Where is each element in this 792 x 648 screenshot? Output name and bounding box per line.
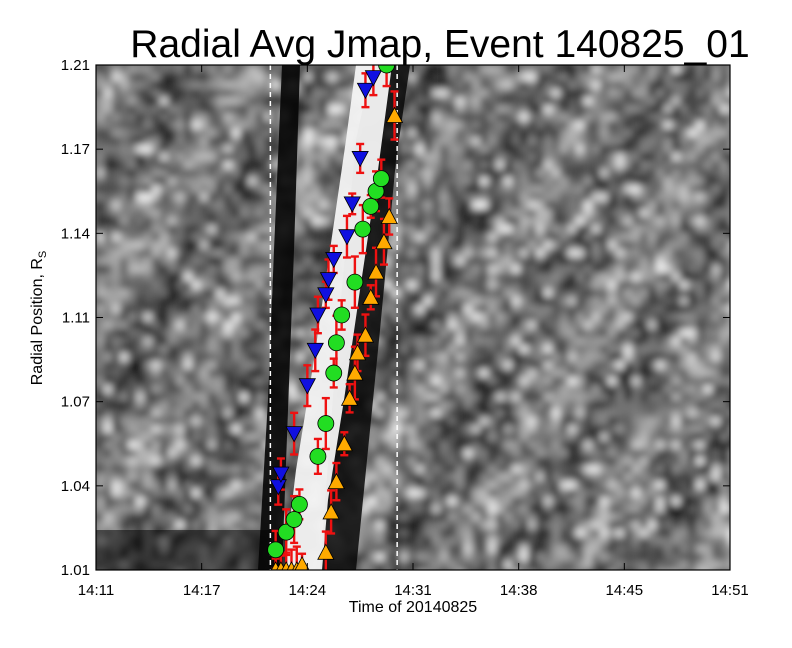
data-point-circle bbox=[291, 495, 308, 513]
data-point-circle bbox=[325, 364, 343, 382]
y-tick-label: 1.17 bbox=[61, 141, 90, 158]
y-tick-label: 1.21 bbox=[61, 57, 90, 74]
axis-ticks bbox=[95, 64, 731, 571]
data-point-triangle-down bbox=[351, 151, 369, 168]
data-point-circle bbox=[317, 415, 335, 432]
y-tick-label: 1.07 bbox=[61, 394, 90, 411]
y-tick-label: 1.04 bbox=[61, 478, 90, 495]
data-point-triangle-up bbox=[294, 556, 310, 570]
data-point-triangle-down bbox=[338, 229, 356, 246]
data-point-triangle-down bbox=[325, 252, 343, 269]
data-point-triangle-up bbox=[385, 106, 404, 123]
data-point-triangle-up bbox=[327, 472, 346, 490]
data-point-triangle-up bbox=[380, 207, 398, 224]
data-point-triangle-up bbox=[356, 326, 375, 343]
x-tick-label: 14:38 bbox=[500, 582, 538, 599]
dark-band bbox=[96, 530, 286, 570]
data-point-circle bbox=[285, 511, 303, 528]
y-axis-label-main: Radial Position, R bbox=[29, 258, 46, 385]
data-point-triangle-up bbox=[367, 263, 385, 280]
data-point-triangle-up bbox=[375, 232, 393, 250]
data-point-triangle-up bbox=[335, 434, 353, 452]
x-tick-label: 14:24 bbox=[289, 582, 327, 599]
data-point-triangle-down bbox=[298, 378, 317, 395]
x-tick-labels: 14:11 14:17 14:24 14:31 14:38 14:45 14:51 bbox=[78, 582, 749, 599]
x-tick-label: 14:31 bbox=[394, 582, 432, 599]
data-point-circle bbox=[378, 65, 395, 74]
data-point-circle bbox=[327, 334, 345, 352]
time-markers bbox=[269, 65, 398, 570]
data-point-triangle-down bbox=[309, 307, 327, 324]
data-point-triangle-down bbox=[269, 479, 287, 496]
data-point-circle bbox=[277, 523, 295, 541]
data-point-circle bbox=[362, 197, 380, 215]
data-point-triangle-up bbox=[346, 364, 364, 381]
data-point-triangle-down bbox=[364, 70, 383, 87]
data-point-circle bbox=[372, 170, 390, 188]
dark-lane bbox=[258, 65, 300, 570]
data-point-triangle-down bbox=[343, 196, 361, 213]
plot-area bbox=[96, 65, 730, 570]
y-axis-label: Radial Position, RS bbox=[29, 251, 49, 386]
x-tick-label: 14:17 bbox=[183, 582, 221, 599]
data-point-triangle-down bbox=[319, 272, 338, 289]
data-point-triangle-down bbox=[272, 466, 290, 483]
x-tick-label: 14:45 bbox=[606, 582, 644, 599]
data-point-triangle-down bbox=[317, 287, 335, 304]
data-point-circle bbox=[354, 220, 372, 238]
data-point-triangle-down bbox=[356, 82, 375, 100]
x-axis-label: Time of 20140825 bbox=[349, 599, 477, 616]
data-point-triangle-up bbox=[340, 389, 359, 406]
y-tick-label: 1.11 bbox=[62, 310, 90, 327]
data-point-triangle-down bbox=[285, 426, 303, 443]
y-tick-labels: 1.01 1.04 1.07 1.11 1.14 1.17 1.21 bbox=[61, 57, 90, 579]
data-point-triangle-up bbox=[322, 503, 340, 520]
x-tick-label: 14:11 bbox=[78, 582, 114, 599]
x-tick-label: 14:51 bbox=[711, 582, 749, 599]
y-tick-label: 1.14 bbox=[61, 225, 90, 242]
data-point-triangle-up bbox=[348, 344, 367, 361]
jmap-image bbox=[96, 65, 730, 570]
data-point-triangle-down bbox=[306, 342, 324, 360]
data-point-triangle-up bbox=[362, 288, 380, 305]
chart-title: Radial Avg Jmap, Event 140825_01 bbox=[130, 23, 749, 66]
data-point-triangle-up bbox=[317, 543, 335, 560]
y-axis-label-subscript: S bbox=[37, 251, 49, 258]
data-point-circle bbox=[346, 273, 364, 291]
data-point-circle bbox=[267, 541, 285, 559]
data-point-circle bbox=[333, 306, 351, 324]
data-point-circle bbox=[309, 447, 327, 465]
y-tick-label: 1.01 bbox=[61, 562, 90, 579]
